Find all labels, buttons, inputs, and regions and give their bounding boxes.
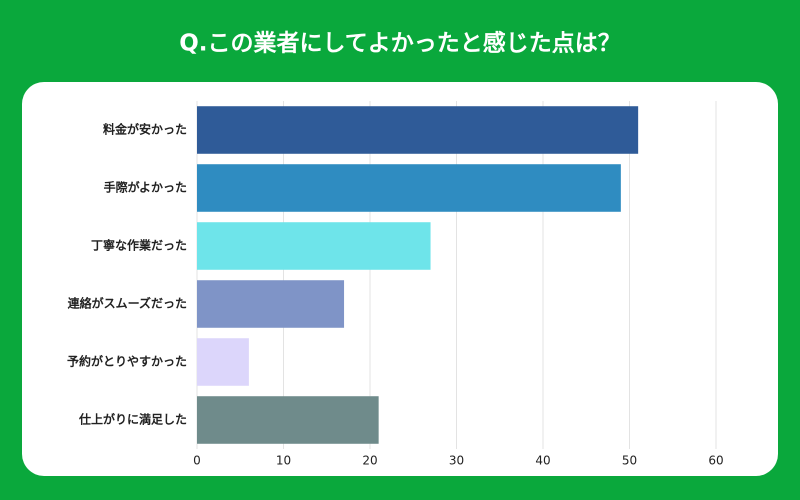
- y-tick-label: 丁寧な作業だった: [91, 238, 187, 253]
- x-tick-label: 20: [362, 454, 377, 468]
- x-tick-label: 50: [622, 454, 637, 468]
- bar: [197, 396, 379, 444]
- y-tick-label: 連絡がスムーズだった: [68, 296, 187, 311]
- x-tick-label: 10: [276, 454, 291, 468]
- x-tick-label: 30: [449, 454, 464, 468]
- x-tick-label: 60: [708, 454, 723, 468]
- y-tick-label: 手際がよかった: [104, 180, 187, 195]
- x-tick-label: 0: [193, 454, 201, 468]
- y-tick-label: 予約がとりやすかった: [67, 354, 187, 369]
- y-tick-label: 料金が安かった: [103, 122, 187, 137]
- chart-title: Q.この業者にしてよかったと感じた点は？: [179, 30, 621, 57]
- y-tick-label: 仕上がりに満足した: [78, 412, 187, 427]
- bar: [197, 106, 639, 154]
- x-tick-label: 40: [535, 454, 550, 468]
- bar: [197, 280, 345, 328]
- bar: [197, 222, 431, 270]
- bar: [197, 338, 249, 386]
- bar: [197, 164, 621, 212]
